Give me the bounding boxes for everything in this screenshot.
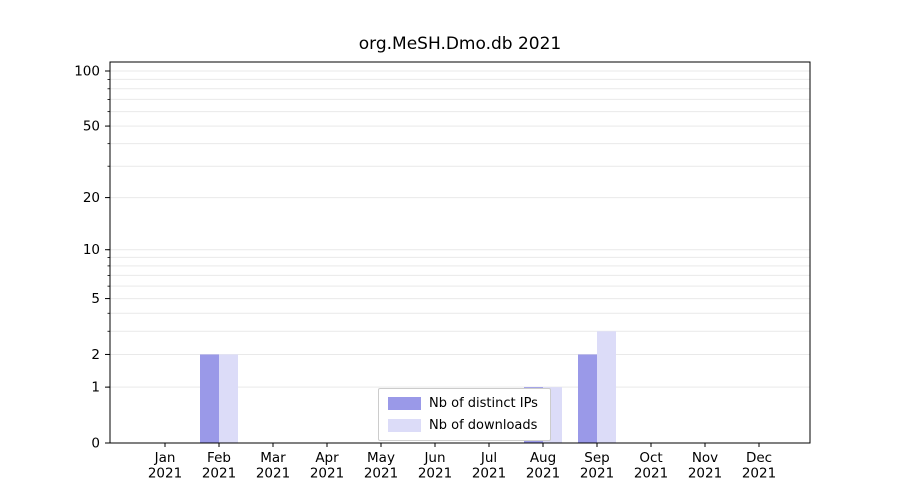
y-axis: 0 1 2 5 10 20 50 100 [74,64,110,452]
x-tick-label-jul: Jul 2021 [472,450,506,482]
x-axis: Jan 2021 Feb 2021 Mar 2021 Apr 2021 May 2021 Jun 20… [148,443,776,482]
x-tick-label-apr: Apr 2021 [310,450,344,482]
legend-label-distinct-ips: Nb of distinct IPs [429,396,538,411]
x-tick-label-jan: Jan 2021 [148,450,182,482]
x-tick-label-mar: Mar 2021 [256,450,290,482]
y-tick-label-20: 20 [83,190,100,206]
plot-border [109,61,811,444]
x-tick-label-aug: Aug 2021 [526,450,560,482]
y-tick-label-50: 50 [83,119,100,135]
x-tick-label-oct: Oct 2021 [634,450,668,482]
y-tick-label-0: 0 [91,436,100,452]
legend-label-downloads: Nb of downloads [429,418,538,433]
y-tick-label-5: 5 [91,291,100,307]
gridlines [110,70,810,388]
x-tick-label-dec: Dec 2021 [742,450,776,482]
legend-swatch-distinct-ips [388,397,421,410]
y-tick-label-1: 1 [91,380,100,396]
legend-item-distinct-ips: Nb of distinct IPs [388,396,538,411]
legend: Nb of distinct IPs Nb of downloads [378,388,551,441]
x-tick-label-may: May 2021 [364,450,398,482]
bar-nb-of-distinct-ips-feb-2021 [200,354,219,443]
bar-nb-of-distinct-ips-sep-2021 [578,354,597,443]
y-tick-label-10: 10 [83,242,100,258]
y-tick-label-2: 2 [91,347,100,363]
x-tick-label-jun: Jun 2021 [418,450,452,482]
legend-swatch-downloads [388,419,421,432]
bar-nb-of-downloads-sep-2021 [597,331,616,443]
x-tick-label-nov: Nov 2021 [688,450,722,482]
x-tick-label-feb: Feb 2021 [202,450,236,482]
y-tick-label-100: 100 [74,64,100,80]
legend-item-downloads: Nb of downloads [388,418,538,433]
bar-nb-of-downloads-feb-2021 [219,354,238,443]
x-tick-label-sep: Sep 2021 [580,450,614,482]
chart-title: org.MeSH.Dmo.db 2021 [358,34,562,54]
